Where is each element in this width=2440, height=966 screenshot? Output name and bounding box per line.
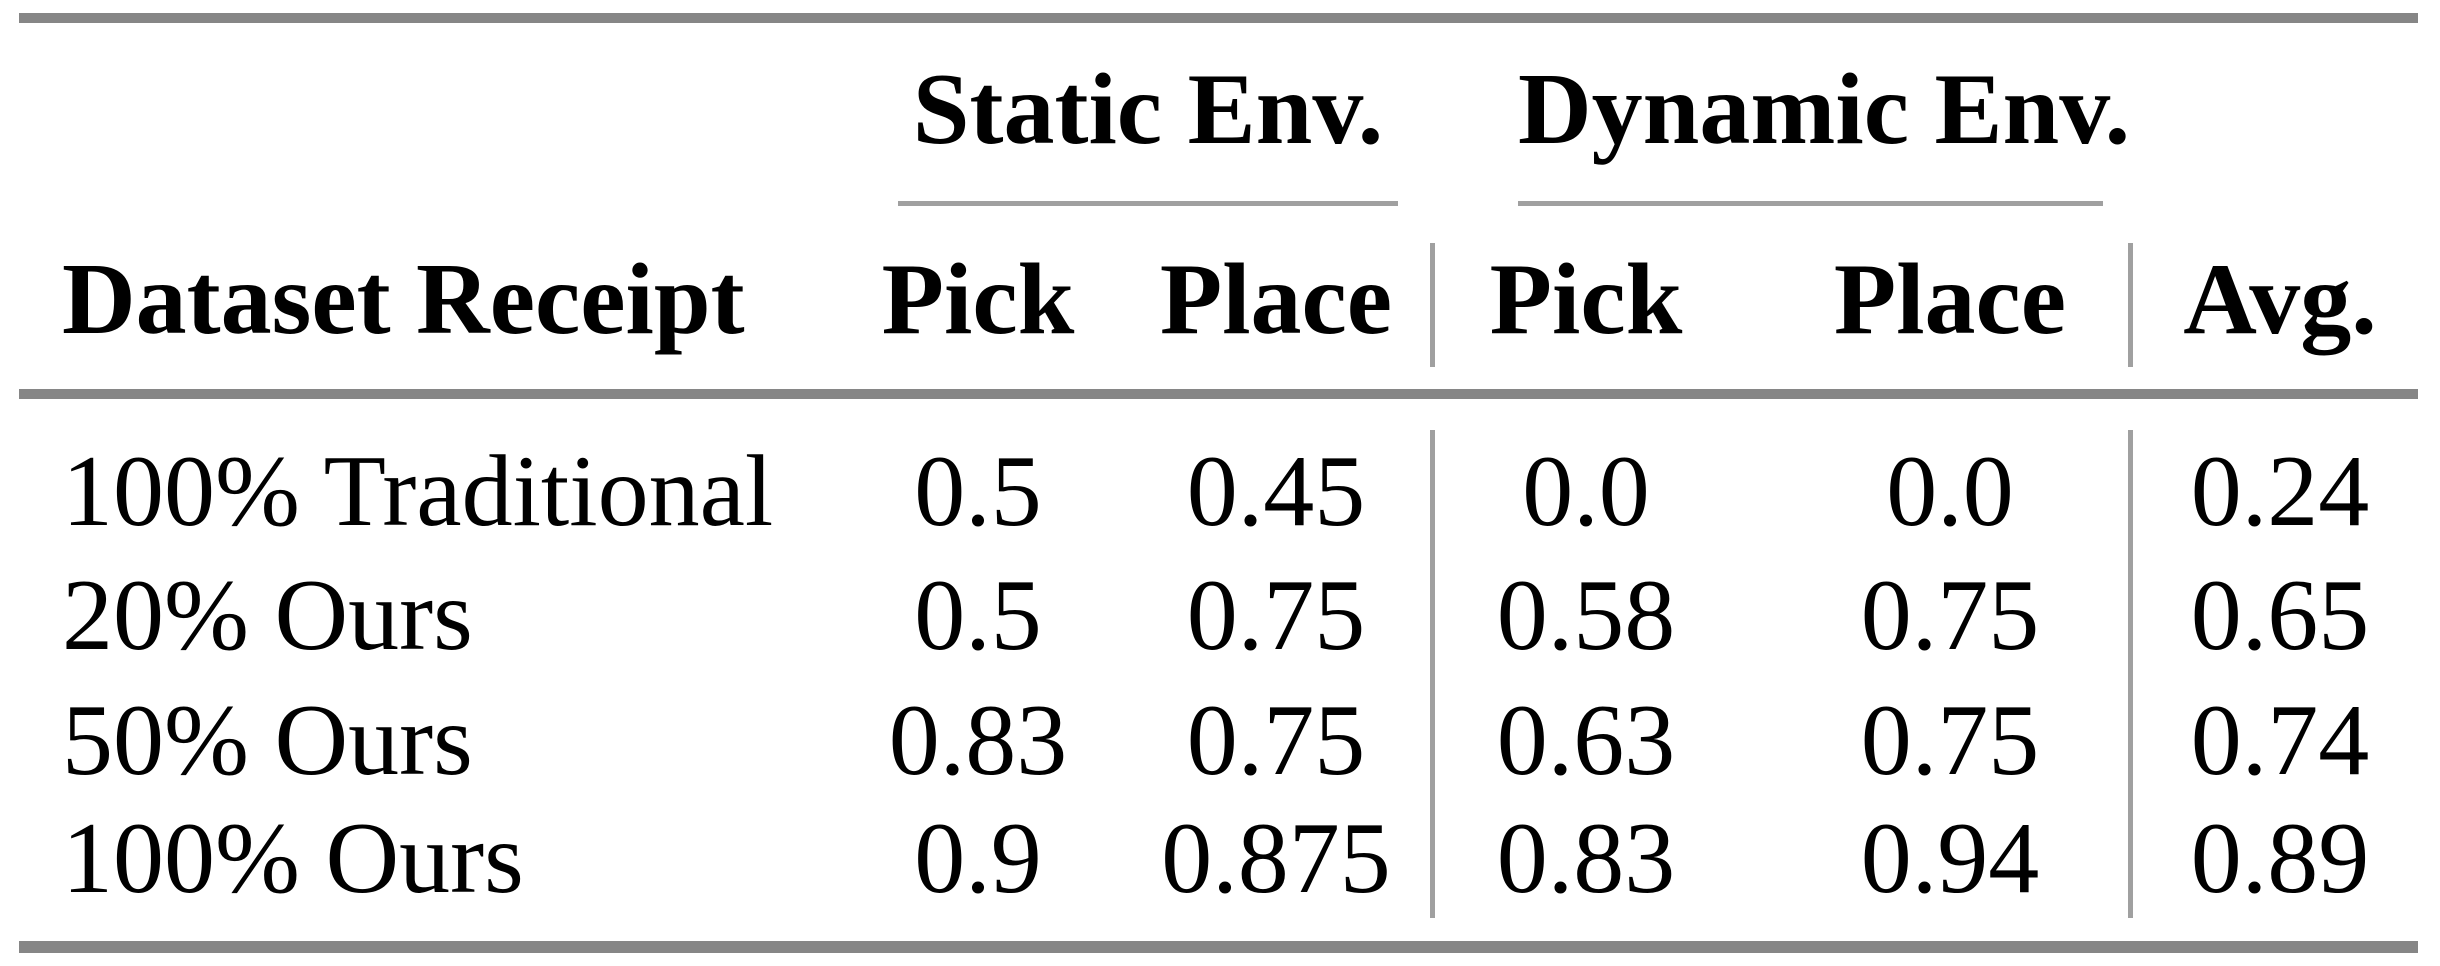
column-header-dynamic-pick: Pick: [1489, 243, 1683, 356]
dynamic-env-underline-rule: [1518, 201, 2103, 206]
row-label: 100% Traditional: [62, 435, 774, 548]
cell-static-pick: 0.9: [914, 802, 1042, 915]
cell-static-pick: 0.83: [888, 684, 1068, 797]
cell-dynamic-place: 0.0: [1886, 435, 2014, 548]
cell-avg: 0.24: [2190, 435, 2370, 548]
cell-dynamic-place: 0.75: [1860, 559, 2040, 672]
column-header-dataset-receipt: Dataset Receipt: [62, 243, 745, 356]
cell-avg: 0.89: [2190, 802, 2370, 915]
cell-dynamic-pick: 0.58: [1496, 559, 1676, 672]
group-header-static-env: Static Env.: [912, 53, 1384, 166]
cell-dynamic-place: 0.94: [1860, 802, 2040, 915]
vertical-rule-static-dynamic-header: [1430, 243, 1435, 367]
cell-dynamic-pick: 0.83: [1496, 802, 1676, 915]
cell-dynamic-pick: 0.63: [1496, 684, 1676, 797]
cell-static-place: 0.875: [1161, 802, 1391, 915]
vertical-rule-avg-header: [2128, 243, 2133, 367]
column-header-dynamic-place: Place: [1833, 243, 2067, 356]
static-env-underline-rule: [898, 201, 1398, 206]
cell-static-pick: 0.5: [914, 559, 1042, 672]
cell-avg: 0.65: [2190, 559, 2370, 672]
cell-dynamic-place: 0.75: [1860, 684, 2040, 797]
column-header-static-pick: Pick: [881, 243, 1075, 356]
vertical-rule-avg-body: [2128, 430, 2133, 918]
column-header-static-place: Place: [1159, 243, 1393, 356]
column-header-avg: Avg.: [2183, 243, 2377, 356]
bottom-rule: [19, 941, 2418, 953]
top-rule: [19, 13, 2418, 23]
cell-avg: 0.74: [2190, 684, 2370, 797]
row-label: 20% Ours: [62, 559, 473, 672]
vertical-rule-static-dynamic-body: [1430, 430, 1435, 918]
cell-static-pick: 0.5: [914, 435, 1042, 548]
row-label: 100% Ours: [62, 802, 524, 915]
header-separator-rule: [19, 389, 2418, 399]
cell-static-place: 0.75: [1186, 684, 1366, 797]
row-label: 50% Ours: [62, 684, 473, 797]
cell-static-place: 0.75: [1186, 559, 1366, 672]
cell-static-place: 0.45: [1186, 435, 1366, 548]
cell-dynamic-pick: 0.0: [1522, 435, 1650, 548]
group-header-dynamic-env: Dynamic Env.: [1518, 53, 2131, 166]
